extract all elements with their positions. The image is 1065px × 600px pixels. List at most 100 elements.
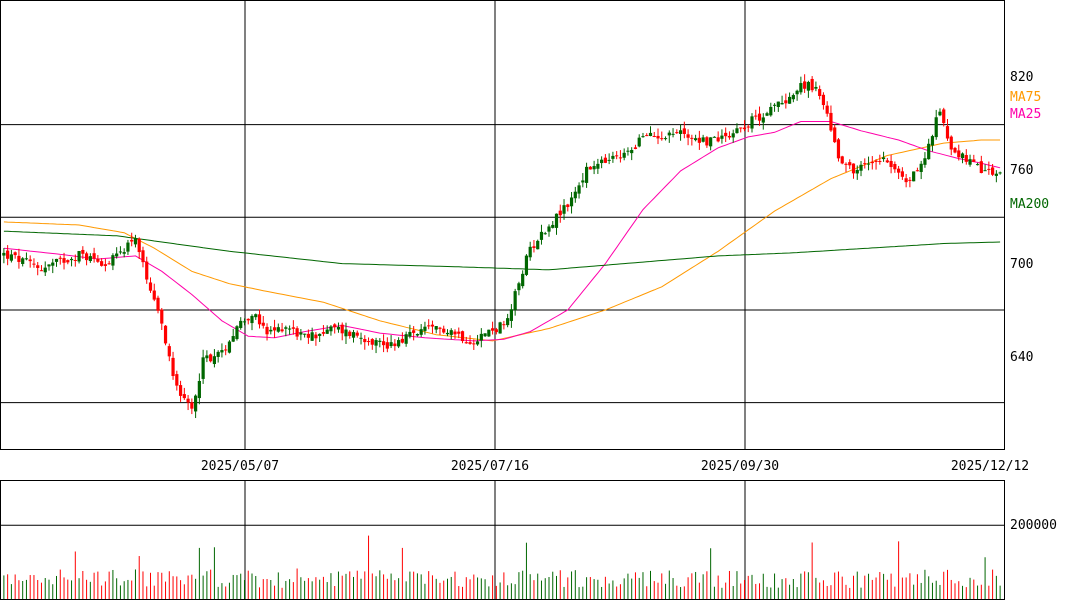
price-tick-640: 640: [1010, 350, 1033, 365]
candle-body: [569, 197, 574, 207]
candle-body: [186, 398, 190, 403]
candle-body: [287, 328, 292, 330]
candle-body: [359, 337, 363, 339]
candle-body: [712, 136, 717, 138]
candle-body: [464, 342, 468, 344]
candle-body: [987, 168, 991, 170]
candle-body: [363, 338, 367, 343]
candle-body: [746, 126, 750, 128]
candle-body: [212, 356, 217, 365]
candle-body: [269, 329, 273, 332]
candle-body: [460, 331, 465, 342]
candle-body: [314, 334, 318, 339]
candle-body: [558, 210, 562, 216]
candle-body: [73, 259, 77, 261]
candle-body: [393, 343, 397, 347]
moving-average-lines: [3, 121, 1001, 342]
candle-body: [600, 159, 604, 164]
candle-body: [295, 328, 299, 337]
candle-body: [321, 332, 326, 334]
candle-body: [272, 327, 277, 331]
candle-body: [84, 253, 89, 261]
candle-body: [720, 135, 724, 139]
candle-body: [795, 90, 799, 95]
candle-body: [325, 329, 329, 334]
candle-body: [562, 205, 566, 214]
candle-body: [329, 326, 333, 332]
candle-body: [310, 332, 314, 341]
candle-body: [498, 322, 502, 334]
candle-body: [115, 253, 119, 257]
candle-body: [923, 158, 927, 165]
candle-body: [494, 329, 498, 333]
candle-body: [92, 253, 96, 259]
candle-body: [866, 163, 871, 165]
candle-body: [235, 326, 239, 340]
candle-body: [442, 328, 446, 333]
candle-body: [77, 251, 81, 262]
candle-body: [246, 318, 250, 321]
candle-body: [344, 329, 348, 337]
volume-tick-200000: 200000: [1010, 518, 1057, 533]
candle-body: [671, 133, 675, 135]
candle-body: [291, 327, 295, 329]
legend-ma25: MA25: [1010, 107, 1041, 122]
candle-body: [603, 157, 607, 163]
candle-body: [641, 136, 645, 138]
candle-body: [840, 156, 844, 164]
candle-body: [205, 355, 209, 359]
candle-body: [859, 164, 863, 171]
candle-body: [863, 163, 867, 165]
candle-body: [17, 255, 21, 262]
date-tick-2: 2025/09/30: [701, 459, 779, 474]
legend-ma75: MA75: [1010, 90, 1041, 105]
candle-body: [190, 402, 194, 409]
candle-body: [366, 341, 371, 343]
candle-body: [167, 346, 171, 357]
candle-body: [171, 357, 175, 377]
candle-body: [32, 263, 36, 265]
candle-body: [250, 315, 254, 324]
candle-body: [521, 273, 525, 287]
candle-body: [423, 326, 427, 331]
candle-body: [821, 94, 826, 106]
candle-body: [227, 341, 232, 353]
candle-body: [615, 155, 619, 157]
candle-body: [47, 264, 51, 267]
candle-body: [536, 240, 540, 250]
candle-body: [972, 159, 976, 162]
candle-body: [975, 164, 980, 166]
candle-body: [682, 128, 686, 134]
axis-labels: 820 760 700 640 200000 2025/05/07 2025/0…: [201, 70, 1057, 533]
candle-body: [912, 171, 916, 182]
candle-body: [551, 224, 555, 228]
candle-body: [502, 324, 506, 326]
candle-body: [686, 134, 690, 138]
candle-body: [336, 326, 341, 330]
candle-body: [900, 171, 904, 177]
candle-body: [855, 169, 859, 174]
candle-body: [833, 127, 837, 143]
candle-body: [340, 324, 344, 334]
candle-body: [468, 342, 472, 344]
candle-body: [739, 127, 743, 129]
candle-body: [513, 291, 517, 310]
candle-body: [810, 78, 814, 91]
candle-body: [648, 132, 653, 137]
candle-body: [265, 326, 269, 335]
volume-bars: [3, 535, 1001, 599]
candle-body: [254, 314, 258, 318]
candle-body: [964, 155, 968, 162]
candle-body: [874, 160, 878, 162]
candle-body: [588, 166, 592, 170]
candle-body: [284, 327, 288, 329]
candle-body: [566, 204, 570, 208]
candle-body: [43, 267, 47, 273]
candle-body: [100, 261, 104, 266]
candle-body: [787, 96, 792, 104]
candle-body: [419, 329, 423, 335]
candle-body: [257, 314, 262, 325]
candle-body: [927, 143, 931, 160]
candle-body: [509, 309, 513, 321]
